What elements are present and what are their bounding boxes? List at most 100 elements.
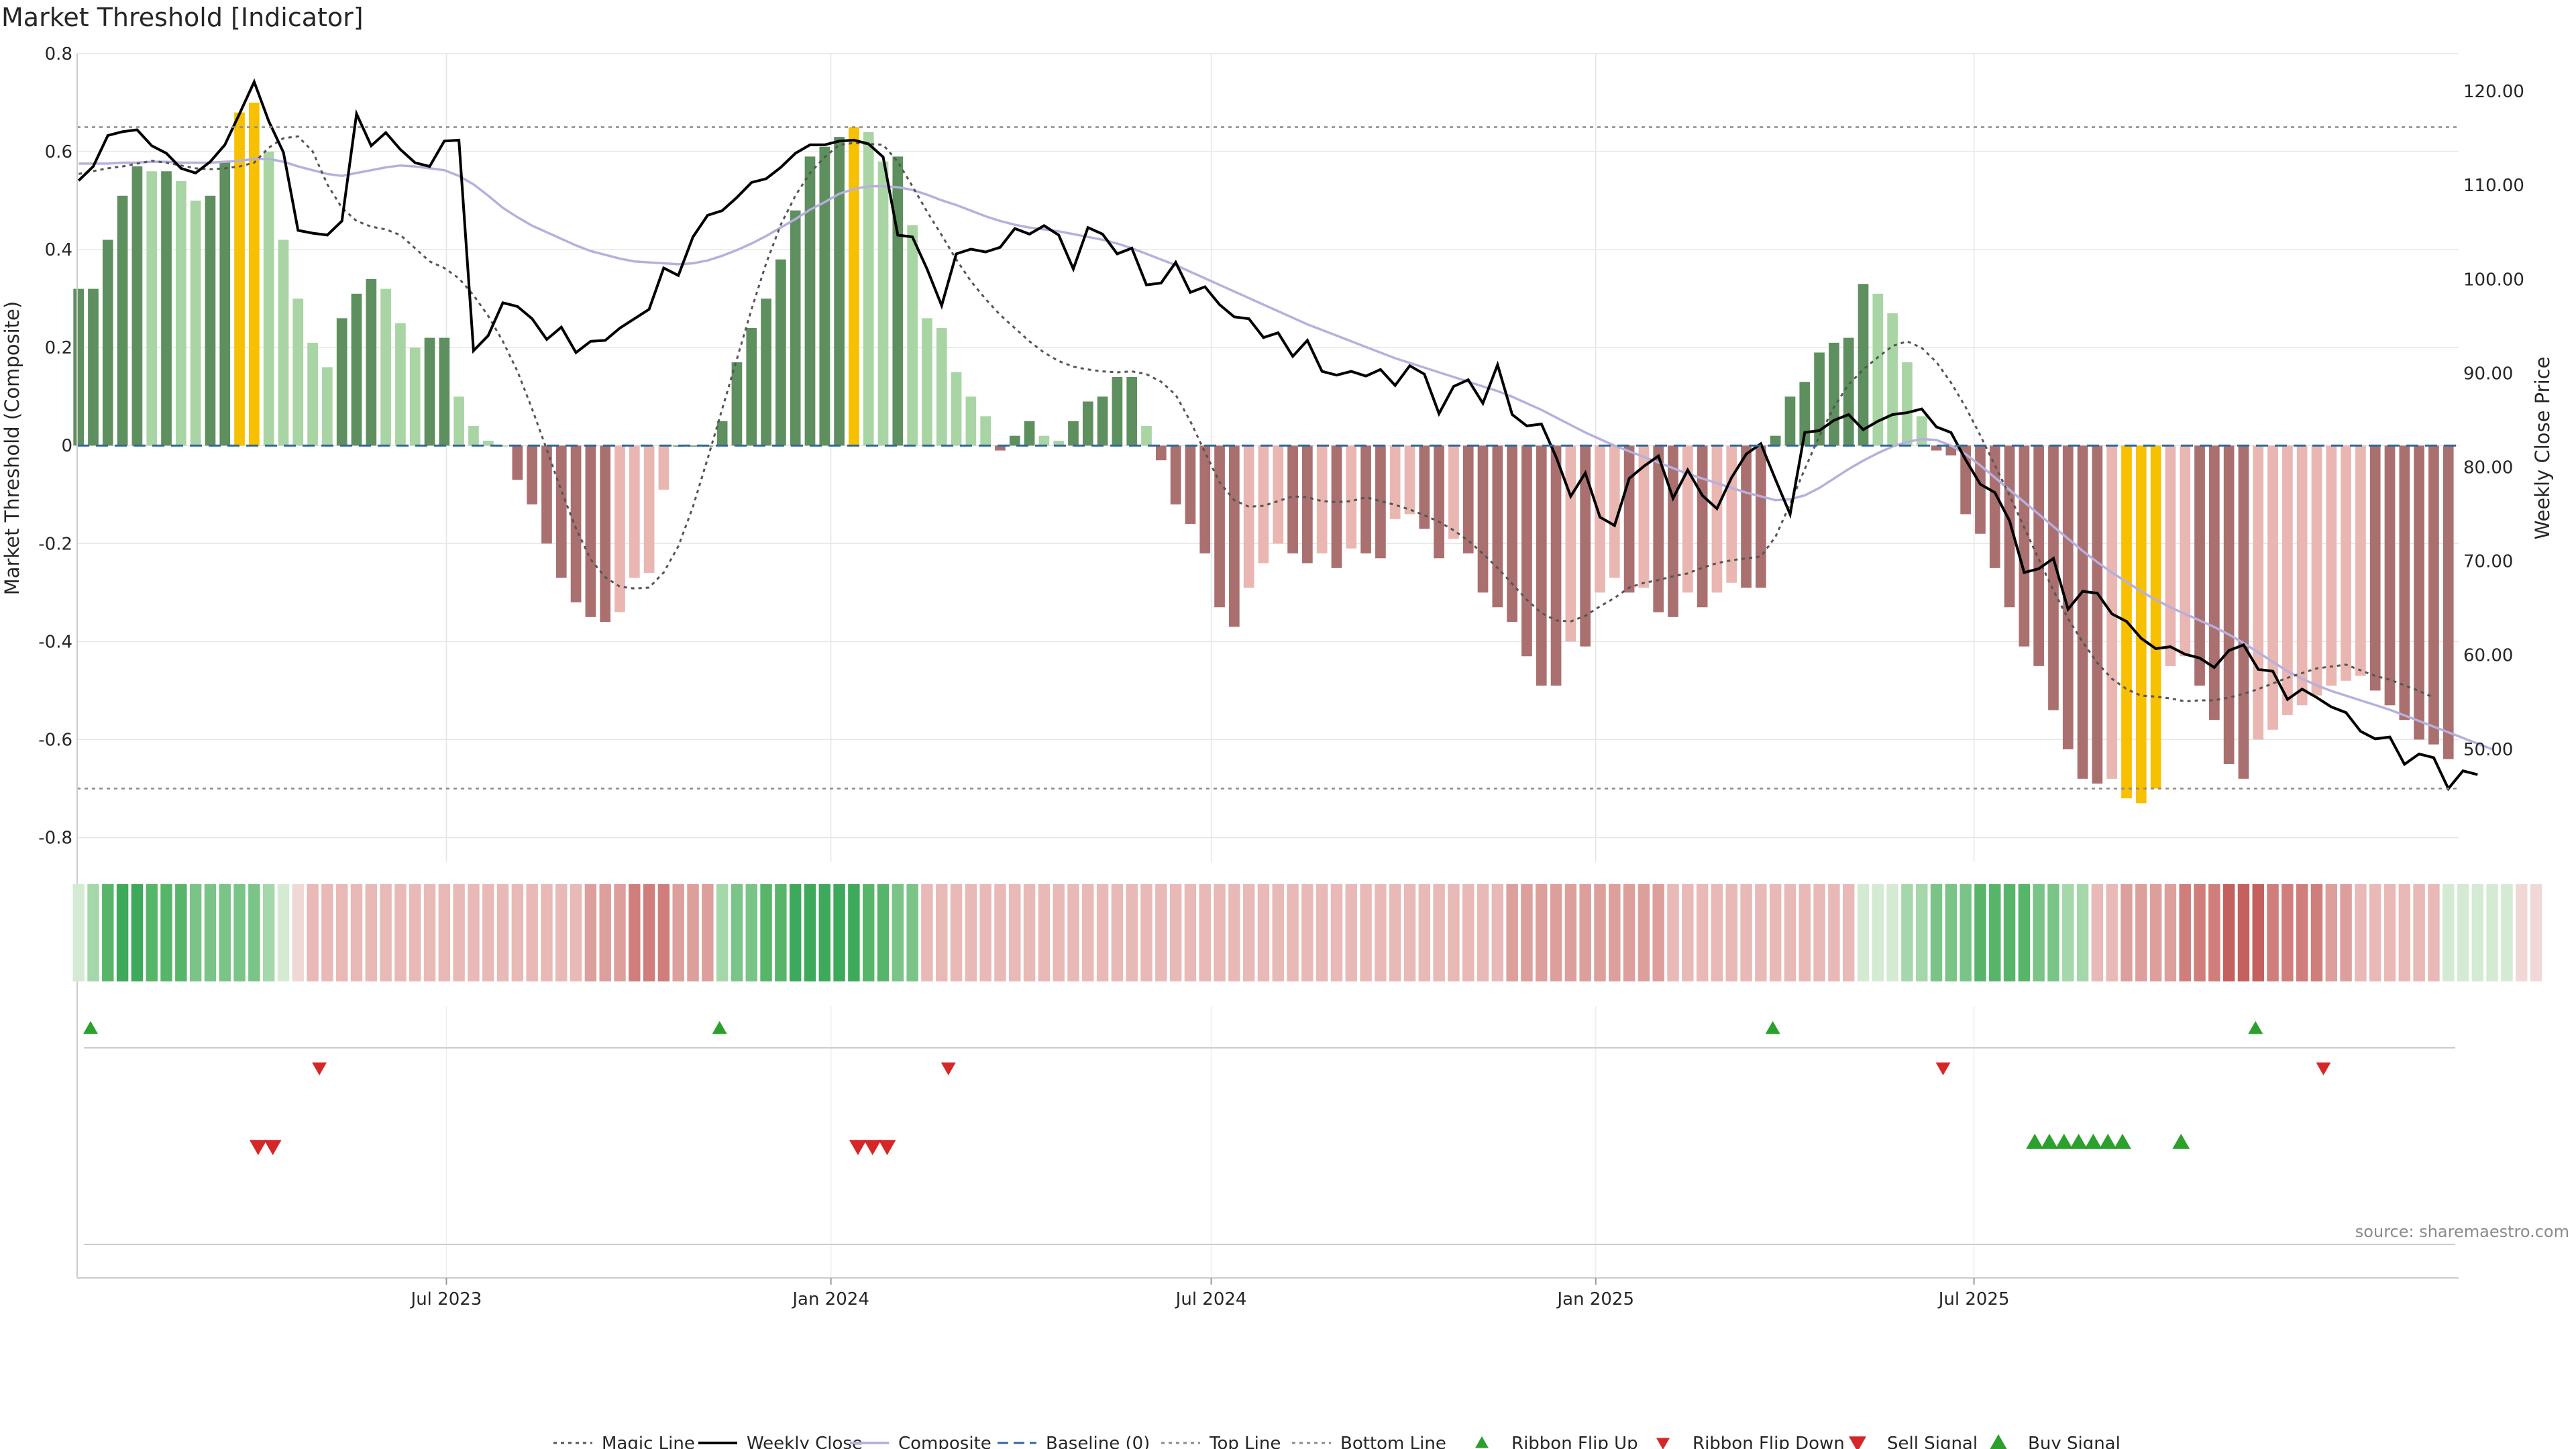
ribbon-cell	[2383, 884, 2396, 981]
ribbon-cell	[2252, 884, 2264, 981]
legend-item: Magic Line	[553, 1434, 695, 1449]
composite-bar	[2384, 445, 2396, 706]
ribbon-cell	[2355, 884, 2367, 981]
ribbon-cell	[1301, 884, 1313, 981]
ribbon-cell	[2222, 884, 2235, 981]
composite-bar	[951, 372, 962, 446]
legend-item: Bottom Line	[1292, 1434, 1446, 1449]
ribbon-cell	[160, 884, 172, 981]
composite-bar	[2282, 445, 2293, 715]
ribbon-cell	[848, 884, 860, 981]
y-tick-label: -0.4	[38, 632, 72, 652]
ribbon-cell	[1242, 884, 1255, 981]
ribbon-cell	[2018, 884, 2031, 981]
composite-bar	[1887, 313, 1898, 446]
ribbon-cell	[950, 884, 963, 981]
y-tick-label: 0.8	[45, 44, 72, 64]
ribbon-cell	[1140, 884, 1152, 981]
ribbon-cell	[409, 884, 421, 981]
composite-bar	[2369, 445, 2381, 691]
composite-bar	[2180, 445, 2191, 657]
y-tick-label: 0.2	[45, 338, 72, 358]
composite-bar	[2165, 445, 2176, 666]
ribbon-cell	[350, 884, 363, 981]
x-tick-label: Jan 2024	[791, 1289, 869, 1309]
ribbon-cell	[1886, 884, 1898, 981]
composite-bar	[380, 288, 391, 446]
composite-bar	[995, 445, 1006, 451]
ribbon-cell	[1433, 884, 1445, 981]
composite-bar	[249, 103, 260, 446]
composite-bar	[980, 416, 991, 446]
y2-tick-label: 50.00	[2463, 740, 2513, 760]
composite-bar	[366, 278, 377, 446]
composite-bar	[1185, 445, 1196, 525]
ribbon-cell	[335, 884, 348, 981]
ribbon-cell	[804, 884, 816, 981]
ribbon-cell	[1272, 884, 1284, 981]
composite-bar	[2311, 445, 2322, 696]
legend-item: Ribbon Flip Down	[1656, 1434, 1845, 1449]
composite-bar	[1989, 445, 2000, 568]
ribbon-cell	[1199, 884, 1211, 981]
composite-bars	[73, 103, 2454, 804]
composite-bar	[1521, 445, 1532, 657]
composite-bar	[1872, 293, 1884, 446]
composite-bar	[570, 445, 582, 602]
ribbon-cell	[511, 884, 524, 981]
composite-bar	[117, 195, 128, 446]
ribbon-cell	[1755, 884, 1767, 981]
ribbon-cell	[526, 884, 538, 981]
ribbon-cell	[321, 884, 333, 981]
legend-swatch	[1990, 1434, 2007, 1449]
legend-label: Magic Line	[602, 1434, 695, 1449]
composite-bar	[2326, 445, 2337, 686]
composite-bar	[1756, 445, 1766, 588]
composite-bar	[190, 201, 201, 446]
ribbon-cell	[1696, 884, 1709, 981]
composite-bar	[614, 445, 625, 612]
composite-bar	[512, 445, 523, 480]
ribbon-flip-down-marker	[941, 1062, 956, 1075]
ribbon-cell	[2106, 884, 2118, 981]
ribbon-cell	[2369, 884, 2381, 981]
ribbon-cell	[1126, 884, 1138, 981]
composite-bar	[775, 259, 786, 446]
composite-bar	[1316, 445, 1328, 553]
composite-bar	[468, 426, 479, 446]
composite-bar	[541, 445, 552, 544]
ribbon-cell	[716, 884, 729, 981]
composite-bar	[1024, 421, 1035, 446]
ribbon-cell	[541, 884, 553, 981]
ribbon-cell	[833, 884, 845, 981]
ribbon-cell	[2003, 884, 2016, 981]
ribbon-cell	[1989, 884, 2001, 981]
composite-bar	[2355, 445, 2366, 676]
y2-tick-label: 100.00	[2463, 270, 2524, 290]
ribbon-cell	[2486, 884, 2498, 981]
composite-bar	[219, 161, 231, 446]
ribbon-cell	[1287, 884, 1299, 981]
ribbon-cell	[2457, 884, 2469, 981]
ribbon-cell	[380, 884, 392, 981]
composite-bar	[1814, 352, 1825, 446]
signal-panel	[84, 1134, 2455, 1245]
legend-item: Ribbon Flip Up	[1475, 1434, 1638, 1449]
composite-bar	[1068, 421, 1079, 446]
legend-item: Composite	[850, 1434, 991, 1449]
composite-bar	[351, 293, 362, 446]
ribbon-cell	[116, 884, 129, 981]
ribbon-cell	[1711, 884, 1723, 981]
ribbon-cell	[629, 884, 641, 981]
source-note: source: sharemaestro.com	[2355, 1222, 2569, 1241]
composite-bar	[1653, 445, 1664, 612]
magic-line	[78, 135, 2434, 702]
composite-bar	[1038, 435, 1050, 446]
ribbon-flip-up-marker	[1765, 1021, 1780, 1034]
composite-bar	[424, 337, 435, 446]
ribbon-cell	[1667, 884, 1679, 981]
x-tick-label: Jul 2025	[1937, 1289, 2010, 1309]
composite-bar	[1462, 445, 1474, 553]
ribbon-cell	[1564, 884, 1577, 981]
ribbon-cell	[2194, 884, 2206, 981]
